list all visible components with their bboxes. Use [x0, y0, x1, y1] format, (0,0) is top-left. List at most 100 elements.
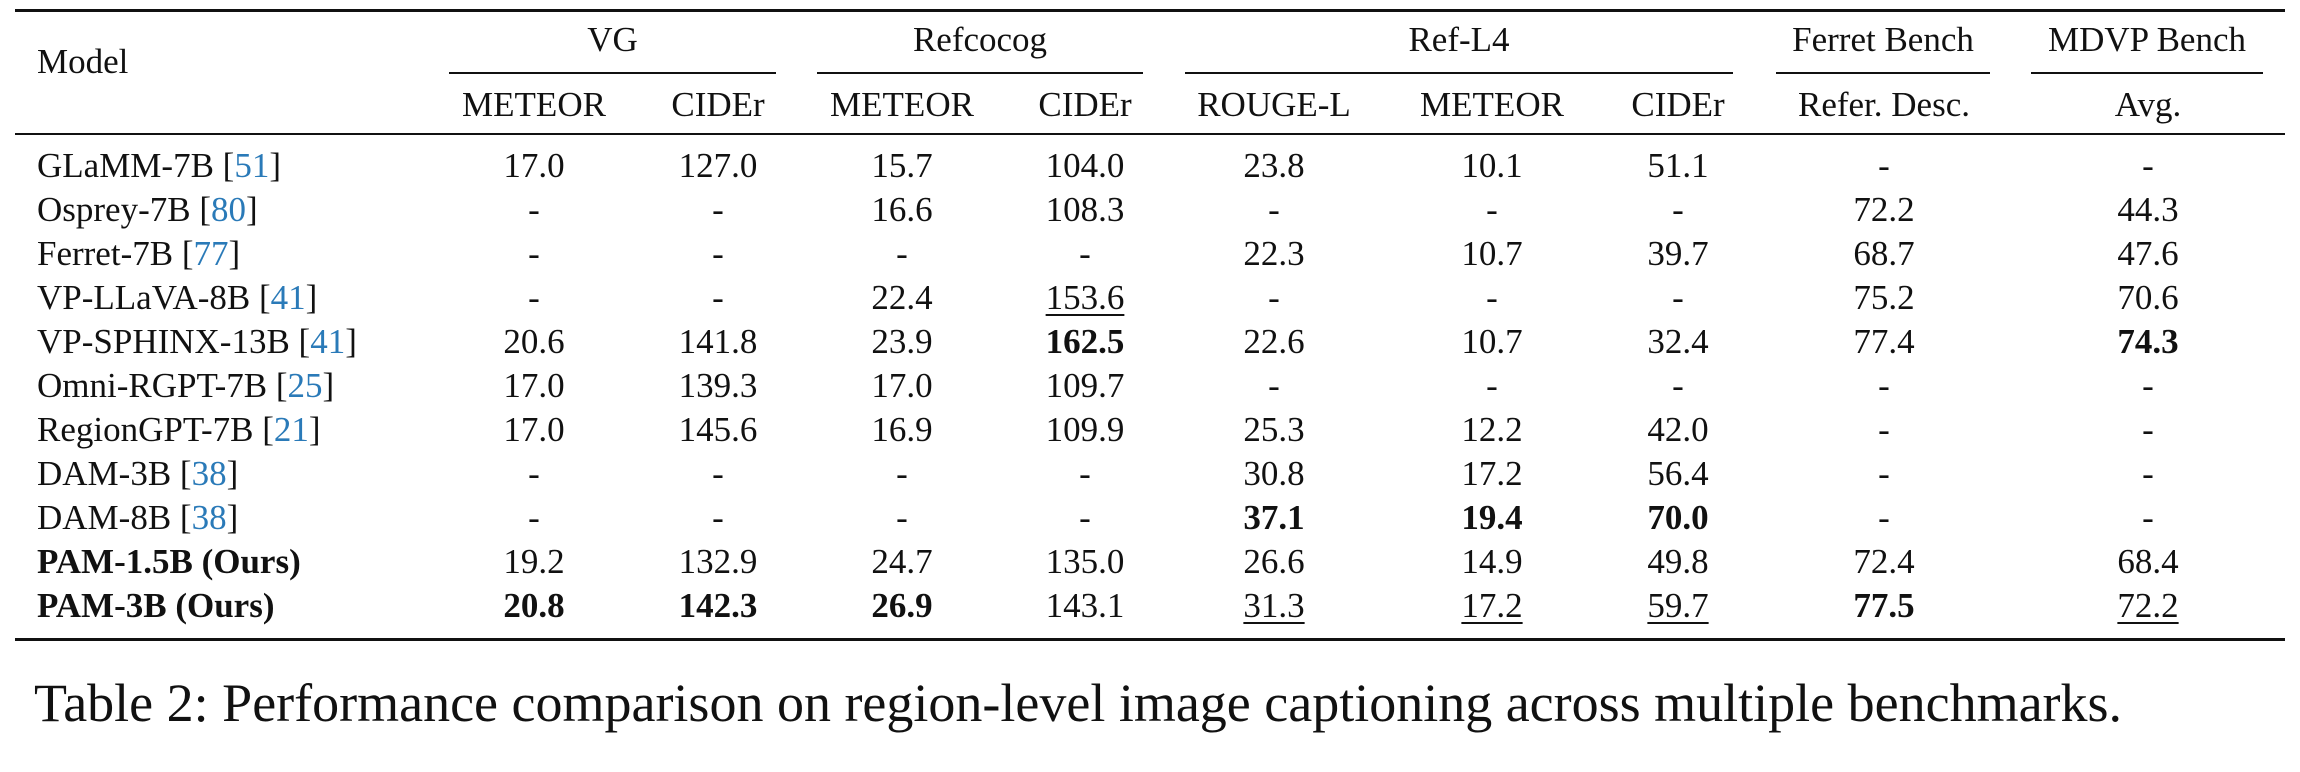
cell: - — [1268, 190, 1280, 229]
model-name: Ferret-7B [77] — [37, 234, 240, 274]
model-name: VP-LLaVA-8B [41] — [37, 278, 317, 318]
cell: - — [712, 234, 724, 273]
citation: 51 — [234, 146, 270, 185]
cell: - — [896, 498, 908, 537]
cell: 74.3 — [2117, 322, 2179, 361]
model-text: GLaMM-7B [ — [37, 146, 235, 185]
cell: - — [1486, 190, 1498, 229]
model-text: PAM-1.5B (Ours) — [37, 542, 301, 581]
cell: 162.5 — [1045, 322, 1125, 361]
model-text: DAM-3B [ — [37, 454, 192, 493]
model-text: Omni-RGPT-7B [ — [37, 366, 288, 405]
cell: - — [1672, 278, 1684, 317]
group-header: Refcocog — [912, 20, 1048, 59]
model-text: ] — [345, 322, 357, 361]
cell: 15.7 — [871, 146, 933, 185]
column-header: CIDEr — [1631, 85, 1725, 124]
cell: - — [1079, 498, 1091, 537]
cell: 24.7 — [871, 542, 933, 581]
model-name: DAM-3B [38] — [37, 454, 238, 494]
model-text: ] — [269, 146, 281, 185]
cell: 68.4 — [2117, 542, 2179, 581]
cell: 26.6 — [1243, 542, 1305, 581]
model-text: PAM-3B (Ours) — [37, 586, 275, 625]
cell: 51.1 — [1647, 146, 1709, 185]
cell: - — [712, 278, 724, 317]
cell: - — [1268, 278, 1280, 317]
model-text: ] — [322, 366, 335, 405]
group-rule — [1776, 72, 1990, 74]
cell: 108.3 — [1045, 190, 1125, 229]
model-text: Osprey-7B [ — [37, 190, 211, 229]
cell: 77.5 — [1853, 586, 1915, 625]
cell: 135.0 — [1045, 542, 1125, 581]
cell: - — [528, 234, 540, 273]
column-header: ROUGE-L — [1197, 85, 1351, 124]
cell: 14.9 — [1461, 542, 1523, 581]
header-model: Model — [37, 42, 129, 81]
cell: - — [712, 454, 724, 493]
cell: 56.4 — [1647, 454, 1709, 493]
cell: 19.2 — [503, 542, 565, 581]
cell: 19.4 — [1461, 498, 1523, 537]
column-header: METEOR — [462, 85, 606, 124]
model-text: ] — [226, 498, 239, 537]
cell: - — [1079, 234, 1091, 273]
column-header: METEOR — [830, 85, 974, 124]
cell: 68.7 — [1853, 234, 1915, 273]
cell: 70.0 — [1647, 498, 1709, 537]
citation: 41 — [270, 278, 306, 317]
column-header: CIDEr — [1038, 85, 1132, 124]
cell: - — [712, 498, 724, 537]
cell: 143.1 — [1045, 586, 1125, 625]
cell: 127.0 — [678, 146, 758, 185]
group-rule — [817, 72, 1143, 74]
cell: 49.8 — [1647, 542, 1709, 581]
cell: 104.0 — [1045, 146, 1125, 185]
cell: - — [528, 190, 540, 229]
cell: 26.9 — [871, 586, 933, 625]
cell: 20.6 — [503, 322, 565, 361]
cell: 23.9 — [871, 322, 933, 361]
column-header: Avg. — [2114, 85, 2182, 124]
cell: - — [528, 278, 540, 317]
cell: 139.3 — [678, 366, 758, 405]
cell: 109.7 — [1045, 366, 1125, 405]
citation: 77 — [193, 234, 229, 273]
citation: 25 — [287, 366, 323, 405]
model-name: GLaMM-7B [51] — [37, 146, 281, 186]
cell: 141.8 — [678, 322, 758, 361]
cell: - — [712, 190, 724, 229]
group-rule — [1185, 72, 1733, 74]
group-header: VG — [587, 20, 638, 59]
cell: 17.0 — [503, 410, 565, 449]
cell: - — [896, 454, 908, 493]
cell: 44.3 — [2117, 190, 2179, 229]
cell: 39.7 — [1647, 234, 1709, 273]
model-name: DAM-8B [38] — [37, 498, 238, 538]
group-rule — [449, 72, 776, 74]
cell: 10.7 — [1461, 234, 1523, 273]
column-header: Refer. Desc. — [1797, 85, 1971, 124]
model-text: ] — [246, 190, 258, 229]
cell: - — [1878, 454, 1890, 493]
cell: 77.4 — [1853, 322, 1915, 361]
cell: 32.4 — [1647, 322, 1709, 361]
model-name: RegionGPT-7B [21] — [37, 410, 321, 450]
citation: 38 — [191, 498, 227, 537]
model-text: RegionGPT-7B [ — [37, 410, 274, 449]
model-text: ] — [228, 234, 241, 273]
cell: 70.6 — [2117, 278, 2179, 317]
group-header: MDVP Bench — [2047, 20, 2247, 59]
cell: 16.9 — [871, 410, 933, 449]
cell: - — [528, 454, 540, 493]
citation: 41 — [310, 322, 346, 361]
cell: 25.3 — [1243, 410, 1305, 449]
cell: - — [2142, 498, 2154, 537]
group-header: Ferret Bench — [1792, 20, 1974, 59]
citation: 80 — [211, 190, 246, 229]
cell: 109.9 — [1045, 410, 1125, 449]
cell: 72.2 — [2117, 586, 2179, 625]
cell: 16.6 — [871, 190, 933, 229]
